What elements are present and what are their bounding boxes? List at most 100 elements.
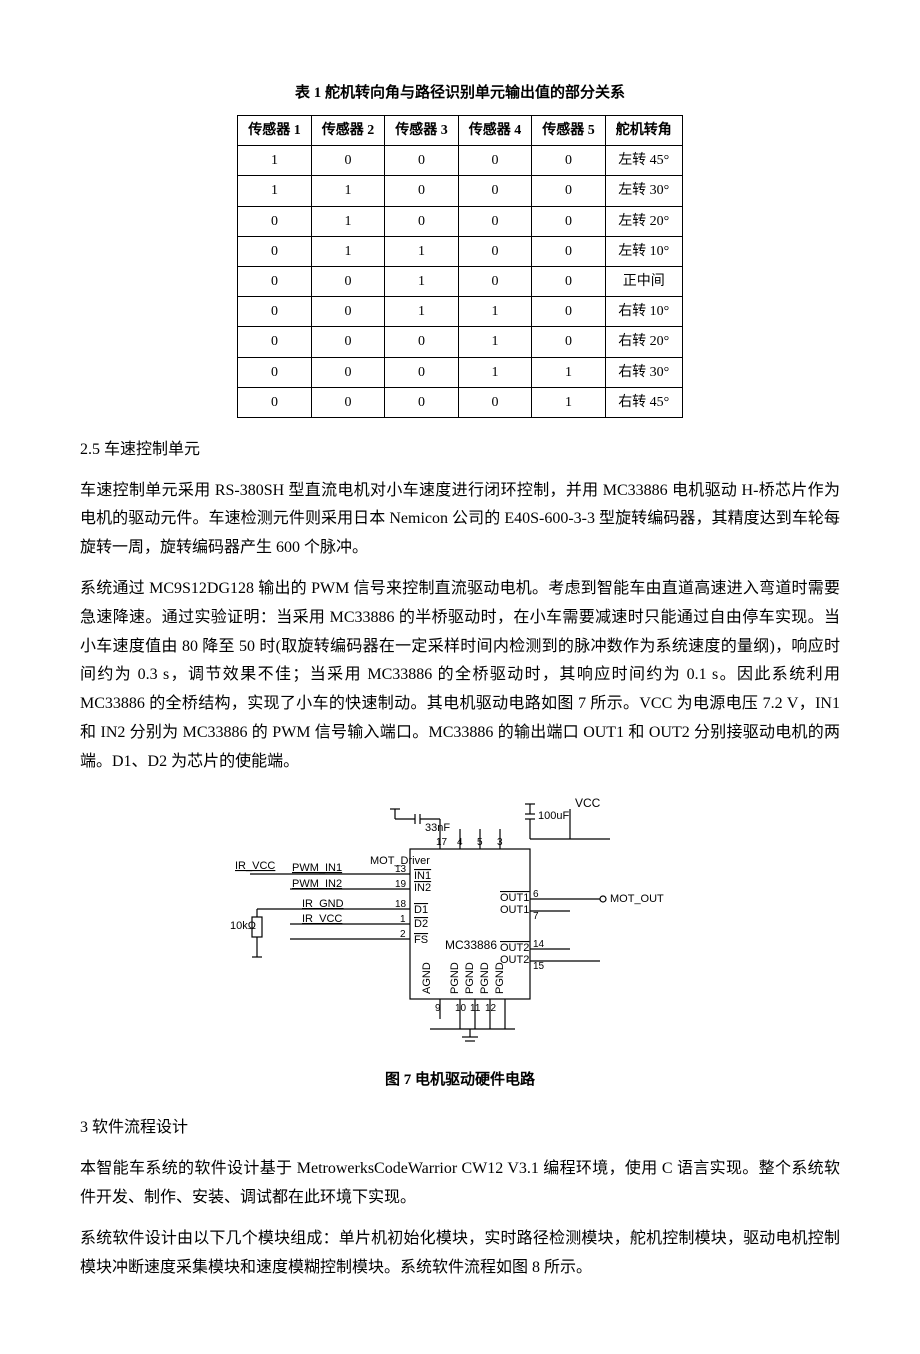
td: 0 bbox=[458, 387, 532, 417]
pin-17: 17 bbox=[436, 837, 448, 848]
table-row: 00001右转 45° bbox=[238, 387, 683, 417]
section-2-5-p1: 车速控制单元采用 RS-380SH 型直流电机对小车速度进行闭环控制，并用 MC… bbox=[80, 477, 840, 563]
td: 1 bbox=[532, 357, 606, 387]
td: 0 bbox=[238, 357, 312, 387]
label-ir-vcc2: IR_VCC bbox=[302, 913, 342, 925]
td: 1 bbox=[385, 297, 459, 327]
td: 0 bbox=[385, 357, 459, 387]
label-ir-gnd: IR_GND bbox=[302, 898, 344, 910]
table-row: 01000左转 20° bbox=[238, 206, 683, 236]
td: 0 bbox=[532, 236, 606, 266]
td: 1 bbox=[458, 297, 532, 327]
pin-10: 10 bbox=[455, 1003, 467, 1014]
td: 1 bbox=[532, 387, 606, 417]
pin-15: 15 bbox=[533, 961, 545, 972]
td: 0 bbox=[311, 327, 385, 357]
th: 传感器 2 bbox=[311, 116, 385, 146]
td: 0 bbox=[532, 146, 606, 176]
td: 0 bbox=[238, 297, 312, 327]
section-2-5-p2: 系统通过 MC9S12DG128 输出的 PWM 信号来控制直流驱动电机。考虑到… bbox=[80, 575, 840, 777]
table-row: 00011右转 30° bbox=[238, 357, 683, 387]
pin-9: 9 bbox=[435, 1003, 441, 1014]
td: 1 bbox=[385, 266, 459, 296]
table-header-row: 传感器 1 传感器 2 传感器 3 传感器 4 传感器 5 舵机转角 bbox=[238, 116, 683, 146]
td: 0 bbox=[385, 206, 459, 236]
label-pgnd3: PGND bbox=[479, 962, 491, 994]
section-3-p2: 系统软件设计由以下几个模块组成：单片机初始化模块，实时路径检测模块，舵机控制模块… bbox=[80, 1225, 840, 1283]
label-fs: FS bbox=[414, 934, 428, 946]
pin-4: 4 bbox=[457, 837, 463, 848]
td: 1 bbox=[311, 206, 385, 236]
pin-18: 18 bbox=[395, 899, 407, 910]
td: 0 bbox=[532, 327, 606, 357]
td: 0 bbox=[238, 236, 312, 266]
label-33nf: 33nF bbox=[425, 822, 450, 834]
td: 0 bbox=[238, 266, 312, 296]
td: 左转 30° bbox=[605, 176, 682, 206]
label-mot-out: MOT_OUT bbox=[610, 893, 664, 905]
td: 0 bbox=[385, 146, 459, 176]
label-out1b: OUT1 bbox=[500, 904, 529, 916]
td: 0 bbox=[532, 297, 606, 327]
label-pwm-in2: PWM_IN2 bbox=[292, 878, 342, 890]
table-row: 01100左转 10° bbox=[238, 236, 683, 266]
pin-5: 5 bbox=[477, 837, 483, 848]
td: 0 bbox=[532, 176, 606, 206]
figure7-caption: 图 7 电机驱动硬件电路 bbox=[80, 1067, 840, 1094]
td: 1 bbox=[458, 357, 532, 387]
td: 0 bbox=[238, 206, 312, 236]
pin-7: 7 bbox=[533, 911, 539, 922]
label-d1: D1 bbox=[414, 904, 428, 916]
pin-2: 2 bbox=[400, 929, 406, 940]
label-in2: IN2 bbox=[414, 882, 431, 894]
label-vcc: VCC bbox=[575, 796, 601, 810]
pin-1: 1 bbox=[400, 914, 406, 925]
pin-13: 13 bbox=[395, 864, 407, 875]
td: 0 bbox=[458, 206, 532, 236]
td: 1 bbox=[238, 176, 312, 206]
pin-14: 14 bbox=[533, 939, 545, 950]
figure7-wrap: VCC 33nF 100uF IR_VCC PWM_IN1 PWM_IN2 IR… bbox=[80, 789, 840, 1060]
pin-3: 3 bbox=[497, 837, 503, 848]
section-2-5-heading: 2.5 车速控制单元 bbox=[80, 436, 840, 465]
label-d2: D2 bbox=[414, 918, 428, 930]
th: 舵机转角 bbox=[605, 116, 682, 146]
table-row: 00110右转 10° bbox=[238, 297, 683, 327]
label-10k: 10kΩ bbox=[230, 920, 256, 932]
table1: 传感器 1 传感器 2 传感器 3 传感器 4 传感器 5 舵机转角 10000… bbox=[237, 115, 683, 418]
td: 0 bbox=[311, 146, 385, 176]
td: 0 bbox=[238, 327, 312, 357]
table-row: 00010右转 20° bbox=[238, 327, 683, 357]
td: 0 bbox=[311, 357, 385, 387]
label-pgnd1: PGND bbox=[449, 962, 461, 994]
td: 0 bbox=[311, 266, 385, 296]
td: 1 bbox=[311, 236, 385, 266]
table-row: 00100正中间 bbox=[238, 266, 683, 296]
label-agnd: AGND bbox=[421, 962, 433, 994]
table1-caption: 表 1 舵机转向角与路径识别单元输出值的部分关系 bbox=[80, 80, 840, 107]
td: 0 bbox=[532, 266, 606, 296]
label-100uf: 100uF bbox=[538, 810, 569, 822]
label-pwm-in1: PWM_IN1 bbox=[292, 862, 342, 874]
th: 传感器 1 bbox=[238, 116, 312, 146]
td: 右转 30° bbox=[605, 357, 682, 387]
pin-11: 11 bbox=[470, 1003, 481, 1014]
circuit-diagram: VCC 33nF 100uF IR_VCC PWM_IN1 PWM_IN2 IR… bbox=[230, 789, 690, 1049]
label-out2a: OUT2 bbox=[500, 942, 529, 954]
td: 右转 20° bbox=[605, 327, 682, 357]
td: 0 bbox=[458, 176, 532, 206]
label-ir-vcc: IR_VCC bbox=[235, 860, 275, 872]
td: 1 bbox=[311, 176, 385, 206]
td: 左转 20° bbox=[605, 206, 682, 236]
td: 0 bbox=[385, 176, 459, 206]
td: 右转 45° bbox=[605, 387, 682, 417]
th: 传感器 5 bbox=[532, 116, 606, 146]
table-row: 11000左转 30° bbox=[238, 176, 683, 206]
label-mc33886: MC33886 bbox=[445, 938, 497, 952]
label-pgnd4: PGND bbox=[494, 962, 506, 994]
td: 0 bbox=[311, 387, 385, 417]
td: 1 bbox=[385, 236, 459, 266]
pin-19: 19 bbox=[395, 879, 407, 890]
th: 传感器 4 bbox=[458, 116, 532, 146]
td: 0 bbox=[385, 387, 459, 417]
